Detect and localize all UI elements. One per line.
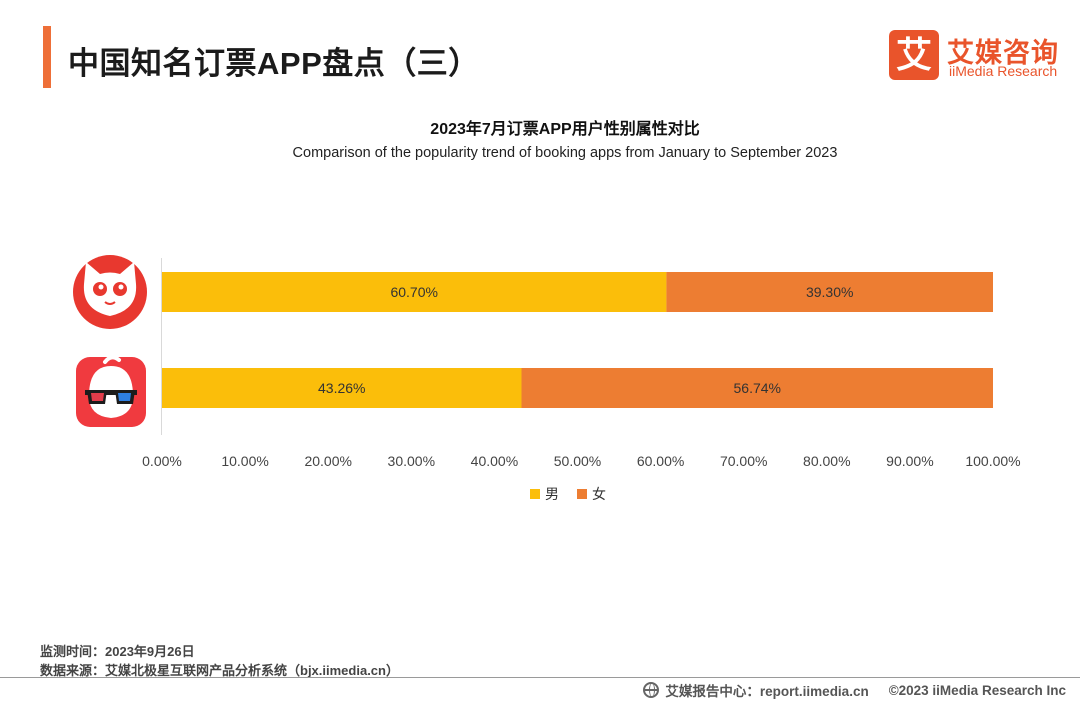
x-tick-label: 30.00% bbox=[388, 453, 435, 469]
x-tick-label: 90.00% bbox=[886, 453, 933, 469]
iimedia-logo: 艾 艾媒咨询 iiMedia Research bbox=[889, 30, 1069, 82]
taopiaopiao-3d-glasses-icon bbox=[76, 355, 146, 427]
data-label-male-2: 43.26% bbox=[318, 380, 365, 396]
monitor-time: 监测时间：2023年9月26日 bbox=[40, 644, 195, 659]
data-label-female-2: 56.74% bbox=[734, 380, 781, 396]
x-tick-label: 20.00% bbox=[304, 453, 351, 469]
footer-credits: 艾媒报告中心：report.iimedia.cn ©2023 iiMedia R… bbox=[643, 680, 1066, 700]
legend-swatch-female bbox=[577, 489, 587, 499]
logo-chinese-name: 艾媒咨询 bbox=[947, 38, 1059, 68]
chart-legend: 男 女 bbox=[530, 484, 606, 504]
data-source: 数据来源：艾媒北极星互联网产品分析系统（bjx.iimedia.cn） bbox=[40, 663, 399, 678]
report-center-link[interactable]: 艾媒报告中心：report.iimedia.cn bbox=[665, 684, 869, 699]
legend-label-female: 女 bbox=[592, 486, 606, 502]
logo-english-name: iiMedia Research bbox=[949, 63, 1058, 79]
x-tick-label: 60.00% bbox=[637, 453, 684, 469]
chart-title: 2023年7月订票APP用户性别属性对比 bbox=[430, 121, 700, 138]
legend-item-female: 女 bbox=[577, 484, 606, 504]
x-tick-label: 70.00% bbox=[720, 453, 767, 469]
data-label-female-1: 39.30% bbox=[806, 284, 853, 300]
x-tick-label: 80.00% bbox=[803, 453, 850, 469]
bar-male-2 bbox=[162, 368, 522, 408]
x-tick-label: 40.00% bbox=[471, 453, 518, 469]
page-title: 中国知名订票APP盘点（三） bbox=[68, 46, 480, 81]
x-tick-label: 10.00% bbox=[221, 453, 268, 469]
footer-divider bbox=[0, 677, 1080, 678]
legend-label-male: 男 bbox=[545, 486, 559, 502]
logo-mark-icon: 艾 bbox=[889, 30, 939, 80]
legend-swatch-male bbox=[530, 489, 540, 499]
data-label-male-1: 60.70% bbox=[390, 284, 437, 300]
bar-female-1 bbox=[666, 272, 993, 312]
bar-male-1 bbox=[162, 272, 667, 312]
globe-icon bbox=[643, 682, 660, 698]
x-tick-label: 0.00% bbox=[142, 453, 182, 469]
x-tick-label: 100.00% bbox=[965, 453, 1020, 469]
maoyan-cat-icon bbox=[73, 255, 147, 329]
x-tick-label: 50.00% bbox=[554, 453, 601, 469]
chart-subtitle: Comparison of the popularity trend of bo… bbox=[292, 145, 838, 161]
legend-item-male: 男 bbox=[530, 484, 559, 504]
title-accent-bar bbox=[43, 26, 51, 88]
bar-female-2 bbox=[521, 368, 993, 408]
copyright: ©2023 iiMedia Research Inc bbox=[888, 682, 1066, 698]
